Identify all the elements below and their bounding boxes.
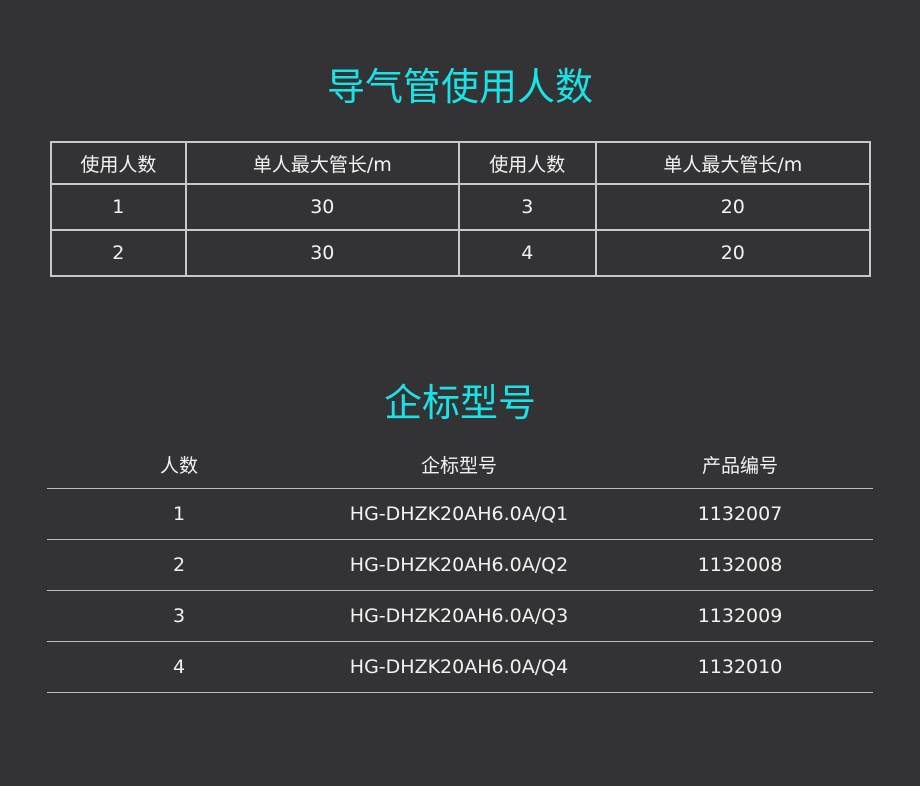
header-cell: 单人最大管长/m	[184, 141, 460, 185]
header-cell: 单人最大管长/m	[594, 141, 872, 185]
table-row: 2 HG-DHZK20AH6.0A/Q2 1132008	[47, 539, 873, 591]
table-cell: 30	[184, 229, 460, 277]
header-cell: 使用人数	[50, 141, 187, 185]
model-table: 人数 企标型号 产品编号 1 HG-DHZK20AH6.0A/Q1 113200…	[47, 440, 873, 693]
table-cell: 20	[594, 183, 872, 231]
header-cell: 企标型号	[311, 440, 607, 489]
table-cell: 4	[457, 229, 597, 277]
table-header-row: 人数 企标型号 产品编号	[47, 440, 873, 489]
table-row: 1 30 3 20	[50, 183, 872, 231]
table-cell: 1132010	[607, 641, 873, 693]
table-header-row: 使用人数 单人最大管长/m 使用人数 单人最大管长/m	[50, 141, 872, 185]
table-cell: 2	[50, 229, 187, 277]
table-cell: HG-DHZK20AH6.0A/Q4	[311, 641, 607, 693]
section-title-model: 企标型号	[383, 381, 536, 425]
table-cell: HG-DHZK20AH6.0A/Q1	[311, 488, 607, 540]
table-cell: HG-DHZK20AH6.0A/Q2	[311, 539, 607, 591]
header-cell: 产品编号	[607, 440, 873, 489]
table-cell: 20	[594, 229, 872, 277]
table-row: 3 HG-DHZK20AH6.0A/Q3 1132009	[47, 590, 873, 642]
header-cell: 人数	[47, 440, 311, 489]
table-cell: 1132008	[607, 539, 873, 591]
table-cell: 1	[50, 183, 187, 231]
table-cell: 2	[47, 539, 311, 591]
table-cell: 3	[47, 590, 311, 642]
header-cell: 使用人数	[457, 141, 597, 185]
table-row: 1 HG-DHZK20AH6.0A/Q1 1132007	[47, 488, 873, 540]
table-cell: HG-DHZK20AH6.0A/Q3	[311, 590, 607, 642]
hose-length-table: 使用人数 单人最大管长/m 使用人数 单人最大管长/m 1 30 3 20 2 …	[50, 141, 872, 277]
table-cell: 1	[47, 488, 311, 540]
table-cell: 1132007	[607, 488, 873, 540]
section-title-hose-users: 导气管使用人数	[326, 65, 593, 109]
table-cell: 1132009	[607, 590, 873, 642]
table-cell: 30	[184, 183, 460, 231]
table-cell: 4	[47, 641, 311, 693]
table-row: 4 HG-DHZK20AH6.0A/Q4 1132010	[47, 641, 873, 693]
table-cell: 3	[457, 183, 597, 231]
table-row: 2 30 4 20	[50, 229, 872, 277]
